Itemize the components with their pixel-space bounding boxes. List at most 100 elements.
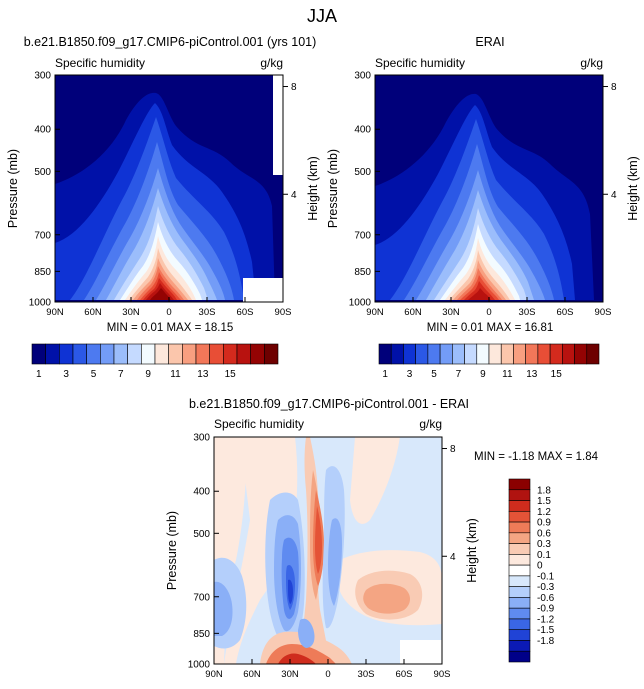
- panel-title: b.e21.B1850.f09_g17.CMIP6-piControl.001 …: [189, 397, 469, 411]
- colorbar-swatch: [508, 607, 531, 620]
- y2-tick-label: 4: [611, 190, 617, 201]
- panel-diff: b.e21.B1850.f09_g17.CMIP6-piControl.001 …: [165, 397, 599, 680]
- x-tick-label: 0: [166, 307, 171, 318]
- colorbar-label: 0: [537, 561, 543, 572]
- missing-data-mask: [273, 75, 283, 175]
- y-tick-label: 1000: [188, 660, 211, 671]
- contour-level: [396, 437, 442, 540]
- colorbar-label: 1.8: [537, 485, 551, 496]
- colorbar-label: 9: [480, 369, 486, 380]
- colorbar-label: 11: [502, 369, 513, 380]
- y-tick-label: 500: [193, 529, 210, 540]
- left-label: Specific humidity: [55, 56, 145, 70]
- page-title: JJA: [307, 6, 337, 26]
- y-axis-label: Pressure (mb): [165, 511, 179, 590]
- colorbar-swatch: [182, 343, 197, 365]
- colorbar-swatch: [427, 343, 441, 365]
- x-tick-label: 0: [486, 307, 491, 318]
- colorbar-swatch: [31, 343, 46, 365]
- colorbar-label: 0.3: [537, 539, 551, 550]
- contour-level: [288, 579, 293, 604]
- y-tick-label: 500: [34, 167, 51, 178]
- colorbar-swatch: [508, 554, 531, 566]
- y-tick-label: 300: [193, 433, 210, 444]
- colorbar-swatch: [508, 564, 531, 577]
- colorbar-swatch: [86, 343, 101, 365]
- colorbar-label: 3: [63, 369, 69, 380]
- y-axis-label: Pressure (mb): [326, 149, 340, 228]
- right-label: g/kg: [419, 417, 442, 431]
- y-tick-label: 1000: [29, 298, 52, 309]
- contour-level: [468, 288, 491, 300]
- colorbar-swatch: [141, 343, 156, 365]
- x-tick-label: 60N: [84, 307, 102, 318]
- contour-level: [363, 583, 410, 614]
- colorbar-label: -0.9: [537, 604, 555, 615]
- left-label: Specific humidity: [375, 56, 465, 70]
- y-tick-label: 300: [354, 71, 371, 82]
- left-label: Specific humidity: [214, 417, 304, 431]
- colorbar-label: -0.3: [537, 582, 555, 593]
- contour-fill: [214, 437, 442, 664]
- colorbar-label: -0.6: [537, 593, 555, 604]
- x-tick-label: 30N: [281, 669, 299, 680]
- colorbar-swatch: [508, 629, 531, 641]
- y-tick-label: 850: [34, 267, 51, 278]
- x-tick-label: 90N: [366, 307, 384, 318]
- colorbar-label: 15: [551, 369, 563, 380]
- y-tick-label: 400: [354, 125, 371, 136]
- colorbar-label: 0.9: [537, 518, 551, 529]
- colorbar-label: 0.6: [537, 528, 551, 539]
- y2-tick-label: 4: [291, 190, 297, 201]
- colorbar-swatch: [264, 343, 279, 365]
- colorbar-swatch: [574, 343, 588, 365]
- missing-data-mask: [400, 640, 442, 664]
- x-tick-label: 90S: [434, 669, 451, 680]
- colorbar-label: 9: [145, 369, 151, 380]
- y-tick-label: 700: [354, 230, 371, 241]
- contour-fill: [55, 75, 283, 302]
- x-tick-label: 30N: [122, 307, 140, 318]
- colorbar-swatch: [508, 521, 531, 534]
- x-tick-label: 60S: [237, 307, 254, 318]
- colorbar-label: 1: [36, 369, 42, 380]
- colorbar-swatch: [403, 343, 416, 365]
- x-tick-label: 30N: [442, 307, 460, 318]
- contour-level: [350, 437, 400, 524]
- colorbar-swatch: [127, 343, 142, 365]
- colorbar-label: 1.5: [537, 496, 551, 507]
- colorbar-label: 13: [526, 369, 538, 380]
- colorbar-swatch: [513, 343, 526, 365]
- right-label: g/kg: [260, 56, 283, 70]
- colorbar-swatch: [72, 343, 87, 365]
- colorbar-swatch: [59, 343, 74, 365]
- colorbar-swatch: [452, 343, 465, 365]
- x-tick-label: 30S: [519, 307, 536, 318]
- y-tick-label: 1000: [349, 298, 372, 309]
- colorbar-erai: 1 3 5 7 9 11 13 15: [378, 343, 600, 380]
- y-tick-label: 400: [193, 487, 210, 498]
- x-tick-label: 90N: [205, 669, 223, 680]
- colorbar-swatch: [113, 343, 128, 365]
- colorbar-swatch: [508, 543, 531, 555]
- colorbar-swatch: [378, 343, 392, 365]
- colorbar-label: 13: [197, 369, 209, 380]
- colorbar-label: -1.2: [537, 614, 555, 625]
- y2-tick-label: 8: [291, 82, 297, 93]
- x-tick-label: 60S: [396, 669, 413, 680]
- contour-level: [315, 506, 322, 574]
- y2-tick-label: 4: [450, 552, 456, 563]
- colorbar-swatch: [464, 343, 478, 365]
- x-tick-label: 60N: [243, 669, 261, 680]
- x-tick-label: 60S: [557, 307, 574, 318]
- colorbar-label: -1.5: [537, 625, 555, 636]
- colorbar-swatch: [508, 650, 531, 663]
- colorbar-swatch: [100, 343, 115, 365]
- contour-level: [150, 288, 171, 300]
- colorbar-swatch: [154, 343, 169, 365]
- colorbar-swatch: [250, 343, 265, 365]
- colorbar-model: 1 3 5 7 9 11 13 15: [31, 343, 279, 380]
- min-max-readout: MIN = 0.01 MAX = 18.15: [107, 322, 234, 334]
